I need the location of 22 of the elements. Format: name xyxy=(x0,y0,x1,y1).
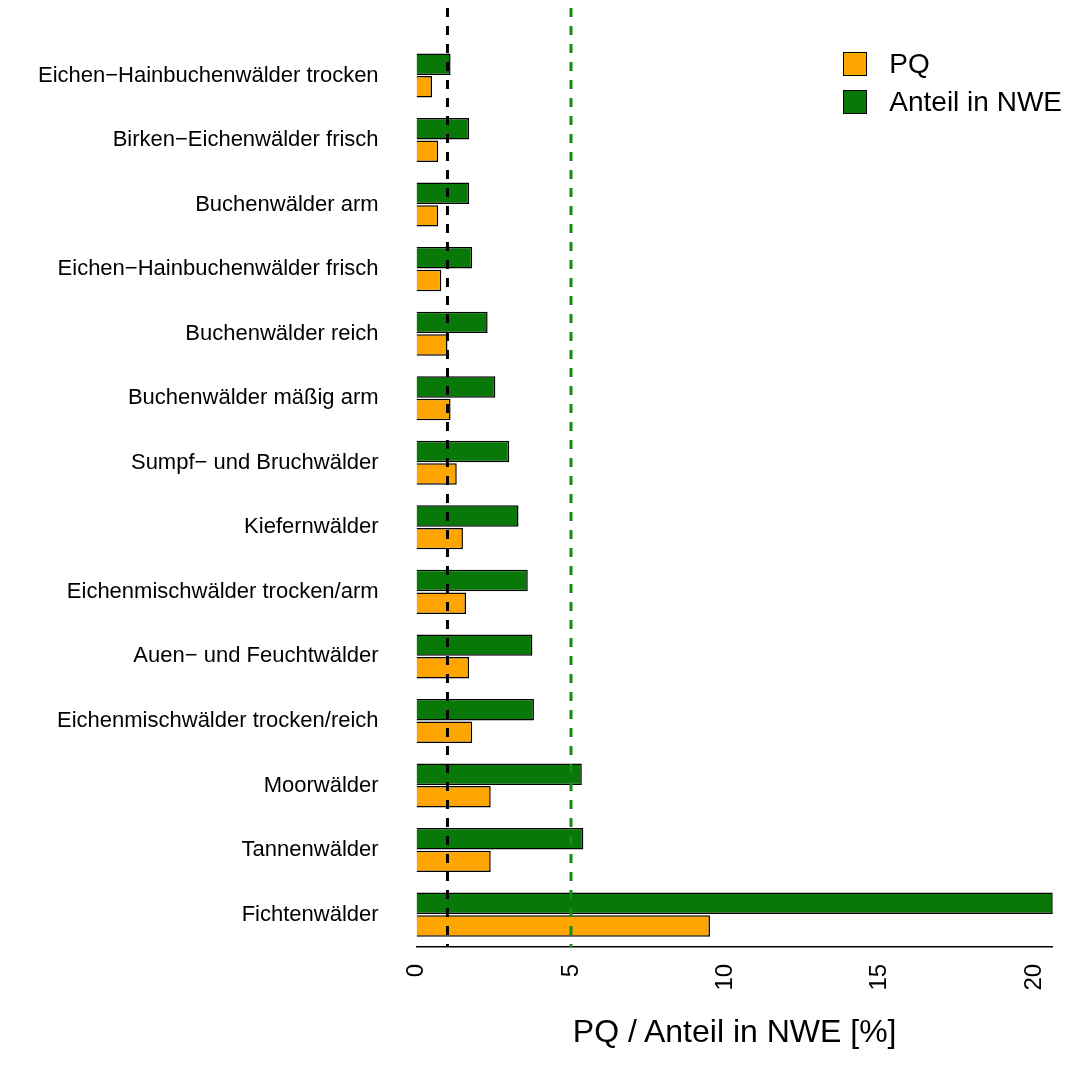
y-tick-label: Kiefernwälder xyxy=(244,513,379,539)
y-tick-label: Buchenwälder arm xyxy=(195,190,379,216)
legend-label: PQ xyxy=(889,47,930,81)
y-tick-label: Buchenwälder reich xyxy=(185,319,379,345)
x-tick-label: 5 xyxy=(555,963,583,978)
legend-label: Anteil in NWE xyxy=(889,85,1062,119)
x-tick-label: 0 xyxy=(401,963,429,978)
x-tick-label: 15 xyxy=(864,963,892,991)
x-axis-title: PQ / Anteil in NWE [%] xyxy=(572,1012,897,1049)
y-tick-label: Eichen−Hainbuchenwälder trocken xyxy=(37,61,379,87)
y-tick-label: Eichenmischwälder trocken/arm xyxy=(66,577,379,603)
y-tick-label: Sumpf− und Bruchwälder xyxy=(130,448,379,474)
y-tick-label: Fichtenwälder xyxy=(241,900,379,926)
y-tick-label: Birken−Eichenwälder frisch xyxy=(112,126,379,152)
x-tick-label: 20 xyxy=(1018,963,1046,991)
y-tick-label: Moorwälder xyxy=(263,771,379,797)
y-tick-label: Auen− und Feuchtwälder xyxy=(133,642,379,668)
y-tick-label: Eichenmischwälder trocken/reich xyxy=(57,707,379,733)
x-tick-label: 10 xyxy=(710,963,738,991)
y-tick-label: Buchenwälder mäßig arm xyxy=(127,384,379,410)
y-tick-label: Eichen−Hainbuchenwälder frisch xyxy=(57,255,379,281)
y-tick-label: Tannenwälder xyxy=(241,836,379,862)
